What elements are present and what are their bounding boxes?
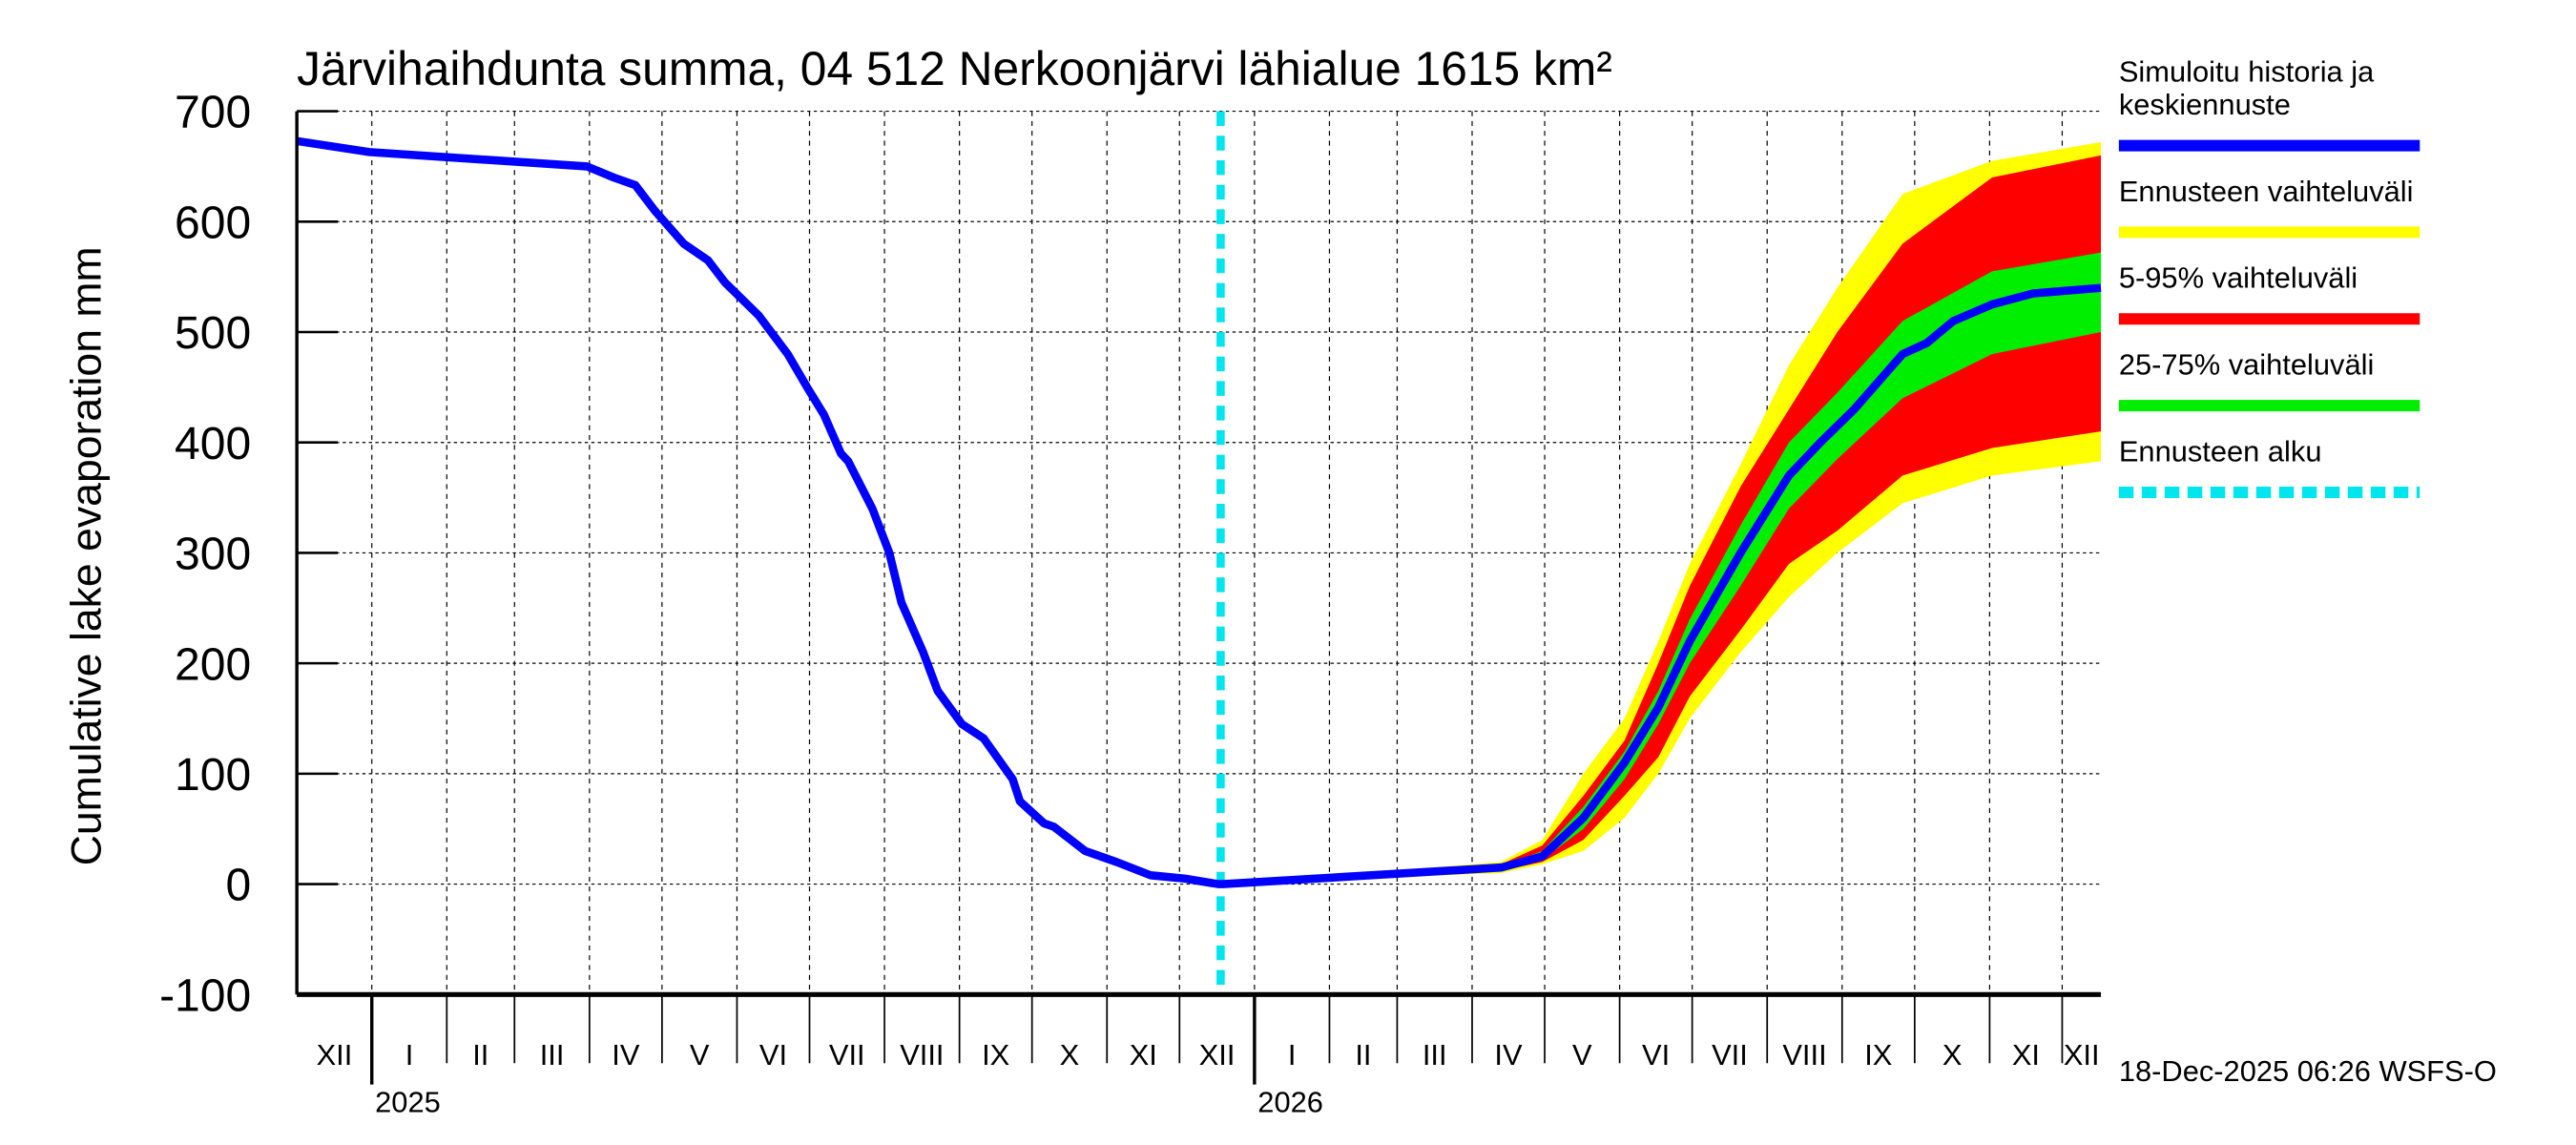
month-label: I: [405, 1038, 414, 1072]
month-label: XII: [1199, 1038, 1236, 1072]
series-line-mean: [296, 136, 2102, 888]
chart-title: Järvihaihdunta summa, 04 512 Nerkoonjärv…: [297, 42, 1612, 95]
legend-label: Ennusteen alku: [2119, 434, 2322, 468]
footer-timestamp: 18-Dec-2025 06:26 WSFS-O: [2119, 1054, 2497, 1088]
year-label: 2025: [375, 1086, 441, 1119]
y-tick-label: 400: [175, 419, 251, 469]
month-label: II: [472, 1038, 488, 1072]
series-lines: [296, 111, 2102, 995]
y-axis-label: Cumulative lake evaporation mm: [63, 246, 110, 865]
month-label: V: [690, 1038, 710, 1072]
month-label: X: [1942, 1038, 1963, 1072]
month-label: III: [1423, 1038, 1447, 1072]
month-label: VII: [1712, 1038, 1748, 1072]
legend-label: 25-75% vaihteluväli: [2119, 348, 2374, 382]
forecast-bands: [1217, 141, 2101, 885]
y-tick-label: -100: [159, 970, 251, 1021]
y-tick-label: 0: [225, 861, 251, 911]
month-label: XI: [2012, 1038, 2040, 1072]
year-label: 2026: [1257, 1086, 1323, 1119]
legend-label: keskiennuste: [2119, 88, 2291, 121]
band-25-75-vaihteluv-li: [1217, 252, 2101, 885]
month-label: VI: [1642, 1038, 1670, 1072]
y-tick-label: 600: [175, 198, 251, 248]
month-label: X: [1060, 1038, 1080, 1072]
y-tick-label: 500: [175, 308, 251, 359]
y-tick-label: 700: [175, 88, 251, 138]
month-label: II: [1355, 1038, 1371, 1072]
month-label: IV: [612, 1038, 640, 1072]
legend-label: Simuloitu historia ja: [2119, 55, 2375, 89]
month-label: III: [540, 1038, 565, 1072]
month-label: VI: [759, 1038, 787, 1072]
y-tick-label: 200: [175, 639, 251, 690]
month-label: V: [1572, 1038, 1592, 1072]
grid: [297, 110, 2101, 995]
month-label: I: [1288, 1038, 1297, 1072]
month-label: XI: [1130, 1038, 1157, 1072]
band-5-95-vaihteluv-li: [1217, 155, 2101, 885]
month-label: XII: [317, 1038, 353, 1072]
month-label: XII: [2064, 1038, 2100, 1072]
legend-label: 5-95% vaihteluväli: [2119, 261, 2358, 295]
month-label: VII: [829, 1038, 865, 1072]
y-tick-label: 100: [175, 750, 251, 801]
y-tick-label: 300: [175, 530, 251, 580]
month-label: VIII: [900, 1038, 944, 1072]
month-label: IX: [1864, 1038, 1892, 1072]
legend-label: Ennusteen vaihteluväli: [2119, 175, 2414, 208]
month-label: VIII: [1782, 1038, 1826, 1072]
month-label: IV: [1494, 1038, 1523, 1072]
month-label: IX: [982, 1038, 1009, 1072]
